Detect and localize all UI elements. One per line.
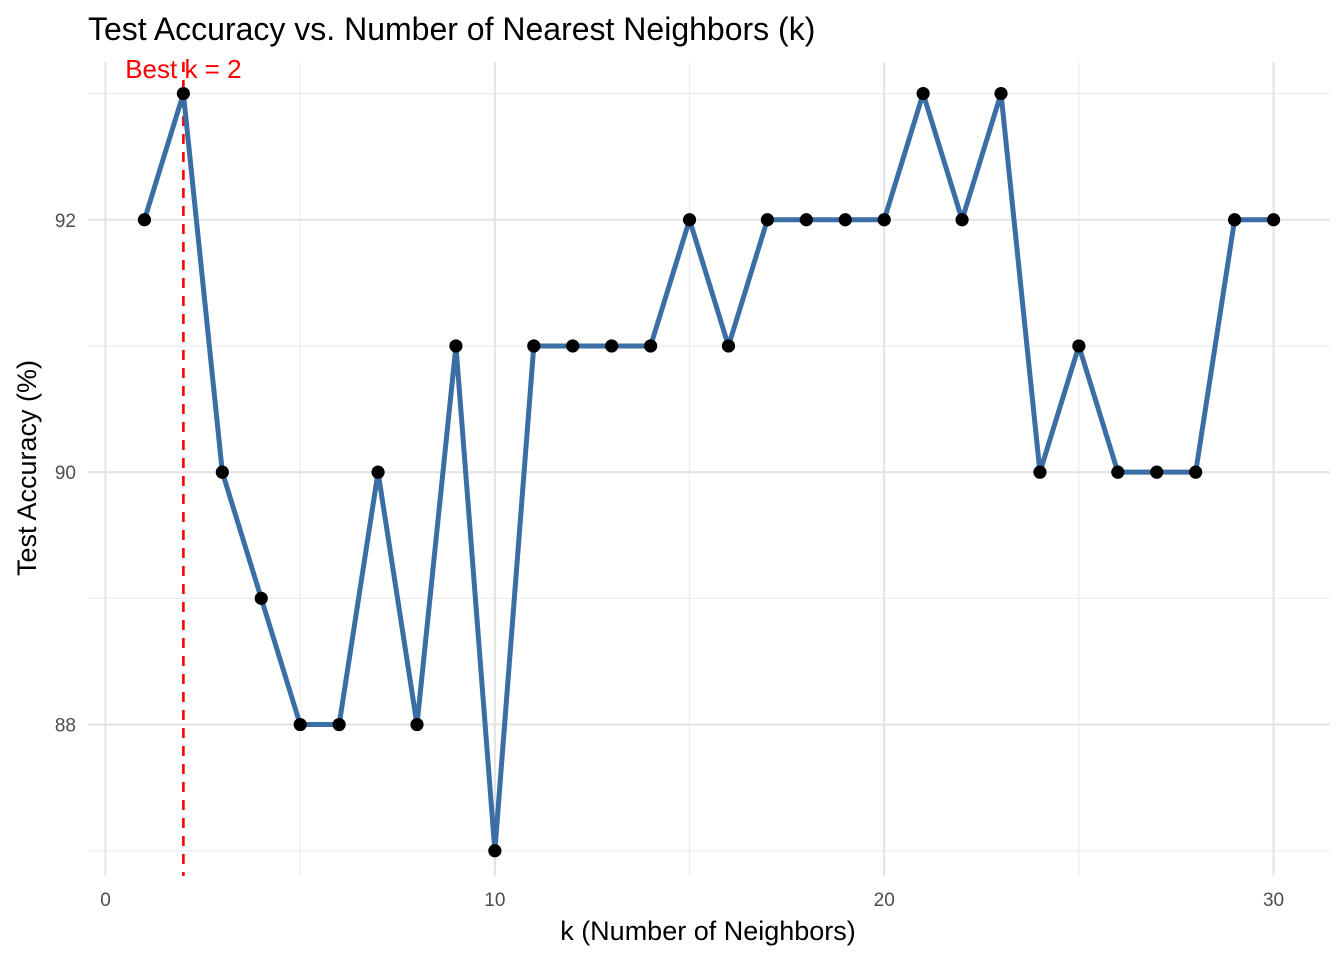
data-point-k-13: [605, 339, 619, 353]
data-point-k-1: [137, 213, 152, 227]
y-tick-label-1: 90: [55, 463, 76, 484]
y-axis-title: Test Accuracy (%): [12, 360, 42, 576]
data-point-k-16: [721, 339, 736, 353]
data-point-k-2: [176, 86, 190, 101]
y-tick-label-2: 92: [55, 211, 76, 232]
data-point-k-5: [293, 717, 307, 732]
data-point-k-24: [1033, 465, 1047, 479]
data-point-k-4: [254, 591, 268, 605]
data-point-k-8: [410, 717, 424, 732]
major-gridlines: [88, 62, 1330, 876]
x-tick-label-2: 20: [874, 890, 895, 911]
data-point-k-6: [332, 717, 346, 732]
x-tick-label-0: 0: [100, 890, 111, 911]
data-point-k-17: [760, 213, 775, 227]
points-layer: [137, 86, 1281, 858]
data-point-k-30: [1266, 213, 1281, 227]
chart-title: Test Accuracy vs. Number of Nearest Neig…: [88, 11, 815, 47]
data-point-k-18: [799, 213, 813, 227]
x-tick-label-3: 30: [1263, 890, 1284, 911]
y-tick-label-0: 88: [55, 716, 76, 737]
x-tick-label-1: 10: [484, 890, 505, 911]
data-point-k-9: [449, 339, 463, 353]
data-point-k-27: [1150, 465, 1164, 479]
data-point-k-25: [1072, 339, 1086, 353]
annotation-layer: Best k = 2: [125, 54, 242, 876]
data-point-k-15: [682, 213, 697, 227]
data-point-k-29: [1228, 213, 1242, 227]
data-point-k-3: [215, 465, 229, 479]
data-point-k-28: [1189, 465, 1203, 479]
data-point-k-26: [1111, 465, 1125, 479]
x-axis-title: k (Number of Neighbors): [560, 916, 856, 946]
data-point-k-21: [916, 86, 930, 101]
data-point-k-22: [955, 213, 969, 227]
best-k-annotation: Best k = 2: [125, 54, 241, 84]
y-tick-labels: 88 90 92: [55, 211, 76, 737]
minor-gridlines: [88, 62, 1330, 876]
data-point-k-23: [994, 86, 1008, 101]
data-point-k-19: [838, 213, 852, 227]
data-point-k-7: [371, 465, 385, 479]
data-point-k-11: [527, 339, 541, 353]
data-point-k-12: [566, 339, 580, 353]
x-tick-labels: 0 10 20 30: [100, 890, 1284, 911]
data-point-k-10: [488, 844, 502, 858]
data-point-k-14: [643, 339, 658, 353]
data-point-k-20: [877, 213, 891, 227]
